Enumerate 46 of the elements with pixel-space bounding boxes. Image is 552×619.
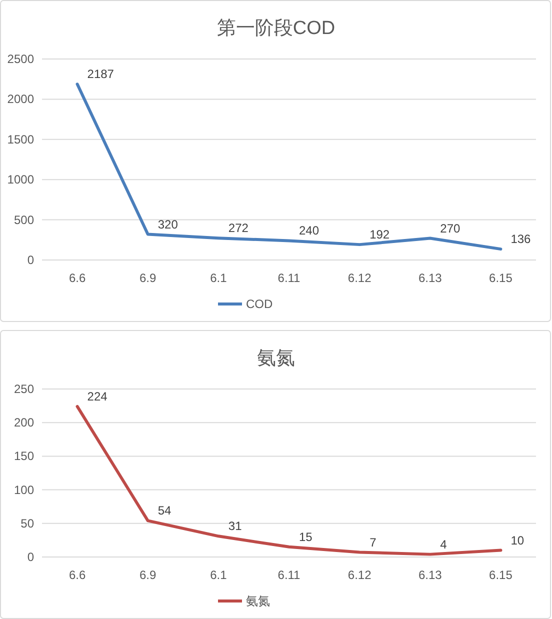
y-tick-label: 0: [27, 253, 34, 267]
x-tick-label: 6.1: [210, 271, 228, 285]
y-tick-label: 100: [14, 482, 34, 497]
line-series: [76, 404, 502, 556]
line-series: [76, 82, 502, 251]
x-tick-label: 6.13: [418, 568, 442, 582]
chart-title: 氨氮: [257, 348, 295, 369]
x-tick-label: 6.6: [68, 271, 86, 285]
y-tick-label: 250: [14, 382, 34, 396]
data-label: 54: [158, 504, 172, 518]
x-tick-label: 6.6: [68, 568, 86, 582]
y-tick-label: 1500: [7, 132, 34, 146]
data-label: 4: [440, 537, 448, 552]
data-label: 2187: [87, 67, 114, 82]
x-tick-label: 6.11: [278, 568, 301, 582]
y-tick-label: 150: [14, 449, 34, 464]
x-tick-label: 6.13: [418, 271, 442, 285]
x-tick-label: 6.9: [140, 271, 157, 285]
data-label: 192: [370, 228, 390, 242]
y-tick-label: 50: [20, 516, 34, 530]
data-label: 270: [440, 221, 460, 236]
data-label: 136: [510, 232, 532, 246]
data-label: 7: [370, 535, 377, 550]
data-label: 320: [158, 217, 178, 232]
x-tick-label: 6.12: [348, 568, 372, 582]
chart-title: 第一阶段COD: [216, 18, 336, 39]
data-label: 240: [299, 224, 320, 238]
y-tick-label: 0: [27, 550, 34, 564]
y-tick-label: 2000: [7, 92, 34, 106]
data-label: 224: [87, 389, 108, 404]
x-tick-label: 6.1: [210, 568, 228, 582]
data-label: 15: [299, 530, 313, 544]
legend-label: 氨氮: [246, 594, 270, 608]
y-tick-label: 2500: [7, 52, 34, 66]
y-tick-label: 1000: [7, 172, 34, 187]
data-label: 10: [510, 533, 524, 548]
x-tick-label: 6.11: [278, 271, 301, 285]
data-label: 31: [228, 519, 242, 534]
y-tick-label: 500: [14, 212, 34, 227]
x-tick-label: 6.15: [489, 568, 513, 582]
x-tick-label: 6.12: [348, 271, 372, 285]
legend-label: COD: [246, 297, 273, 311]
data-label: 272: [228, 221, 249, 236]
x-tick-label: 6.15: [489, 271, 513, 285]
x-tick-label: 6.9: [140, 568, 157, 582]
y-tick-label: 200: [14, 416, 34, 430]
